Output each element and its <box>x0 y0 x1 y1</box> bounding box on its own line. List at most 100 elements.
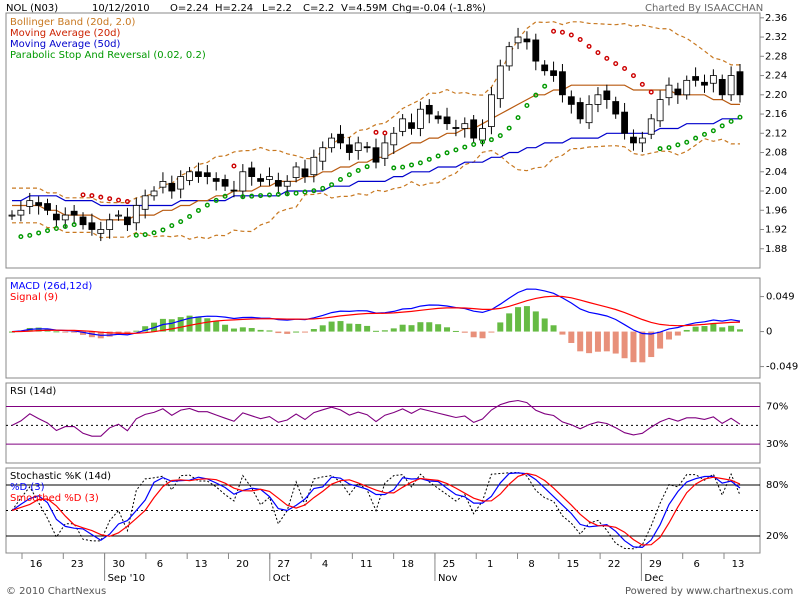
macd-histogram-bar <box>674 331 681 336</box>
macd-histogram-bar <box>568 331 575 343</box>
candle-body <box>195 171 202 177</box>
rsi-y-tick-label: 70% <box>766 402 788 413</box>
macd-legend-item: MACD (26d,12d) <box>10 281 92 292</box>
stoch-k-line <box>11 471 741 550</box>
candle-body <box>26 200 34 207</box>
macd-histogram-bar <box>683 329 690 332</box>
candle-body <box>354 142 362 152</box>
candle-body <box>532 39 540 62</box>
macd-histogram-bar <box>426 322 433 332</box>
macd-histogram-bar <box>248 328 255 332</box>
psar-dot <box>98 194 104 200</box>
psar-dot <box>701 131 707 137</box>
header-open: O=2.24 <box>170 3 209 14</box>
x-tick-label: 18 <box>401 559 414 570</box>
candle-body <box>292 166 300 178</box>
x-tick-label: 25 <box>443 559 456 570</box>
psar-dot <box>417 160 423 166</box>
candle-body <box>567 96 575 105</box>
macd-histogram-bar <box>594 331 601 352</box>
x-tick-label: 15 <box>566 559 579 570</box>
stoch-y-tick-label: 80% <box>766 480 788 491</box>
psar-dot <box>666 145 672 151</box>
price-y-tick-label: 2.20 <box>765 90 787 101</box>
psar-dot <box>329 182 335 188</box>
signal-line <box>11 295 741 335</box>
footer-copyright: © 2010 ChartNexus <box>6 586 107 597</box>
candle-body <box>674 88 682 96</box>
macd-histogram-bar <box>168 319 175 332</box>
psar-dot <box>506 125 512 131</box>
macd-histogram-bar <box>692 326 699 332</box>
candle-body <box>434 115 442 120</box>
psar-dot <box>373 129 379 135</box>
candle-body <box>381 142 389 159</box>
macd-histogram-bar <box>550 325 557 332</box>
macd-histogram-bar <box>355 323 362 332</box>
macd-histogram-bar <box>452 330 459 332</box>
macd-histogram-bar <box>630 331 637 363</box>
macd-histogram-bar <box>266 330 273 332</box>
candle-body <box>212 178 220 182</box>
psar-dot <box>204 202 210 208</box>
candle-body <box>177 176 185 190</box>
psar-dot <box>178 219 184 225</box>
psar-dot <box>124 199 130 205</box>
macd-histogram-bar <box>106 331 113 337</box>
candle-body <box>319 147 327 162</box>
candle-body <box>61 214 69 221</box>
psar-dot <box>187 214 193 220</box>
psar-dot <box>488 137 494 143</box>
macd-histogram-bar <box>710 323 717 332</box>
macd-histogram-bar <box>657 331 664 349</box>
candle-body <box>8 214 16 217</box>
macd-histogram-bar <box>603 331 610 352</box>
candle-body <box>594 94 602 105</box>
psar-dot <box>639 81 645 87</box>
candle-body <box>692 76 700 81</box>
psar-dot <box>568 32 574 38</box>
candle-body <box>470 119 478 139</box>
candle-body <box>585 104 593 124</box>
candle-body <box>17 209 25 216</box>
header-symbol: NOL (N03) <box>6 3 59 14</box>
psar-dot <box>622 66 628 72</box>
psar-dot <box>231 163 237 169</box>
header-change: Chg=-0.04 (-1.8%) <box>392 3 486 14</box>
price-y-tick-label: 1.88 <box>765 244 787 255</box>
candle-body <box>88 222 96 230</box>
x-tick-label: 1 <box>487 559 493 570</box>
bollinger-lower-line <box>12 137 740 240</box>
header-high: H=2.24 <box>215 3 254 14</box>
price-y-tick-label: 1.96 <box>765 205 787 216</box>
header-date: 10/12/2010 <box>92 3 150 14</box>
candle-body <box>656 99 664 122</box>
macd-histogram-bar <box>35 327 42 332</box>
macd-histogram-bar <box>737 329 743 332</box>
x-tick-label: 29 <box>649 559 662 570</box>
psar-dot <box>293 190 299 196</box>
candle-body <box>408 122 415 129</box>
candle-body <box>718 78 726 96</box>
psar-dot <box>275 191 281 197</box>
macd-y-tick-label: -0.049 <box>766 362 798 373</box>
stoch-y-tick-label: 20% <box>766 531 788 542</box>
candle-body <box>115 214 122 217</box>
psar-dot <box>737 114 743 120</box>
price-y-tick-label: 2.32 <box>765 32 787 43</box>
candle-body <box>274 180 282 187</box>
candle-body <box>647 118 655 135</box>
macd-histogram-bar <box>470 331 477 338</box>
price-legend-item: Moving Average (50d) <box>10 39 121 50</box>
rsi-y-tick-label: 30% <box>766 439 788 450</box>
macd-histogram-bar <box>701 325 708 332</box>
macd-legend-item: Signal (9) <box>10 292 58 303</box>
candle-body <box>301 168 309 177</box>
psar-dot <box>693 135 699 141</box>
psar-dot <box>728 118 734 124</box>
x-tick-label: 23 <box>71 559 84 570</box>
macd-y-tick-label: 0 <box>766 327 772 338</box>
footer-powered: Powered by www.chartnexus.com <box>625 586 794 597</box>
macd-histogram-bar <box>159 318 166 332</box>
